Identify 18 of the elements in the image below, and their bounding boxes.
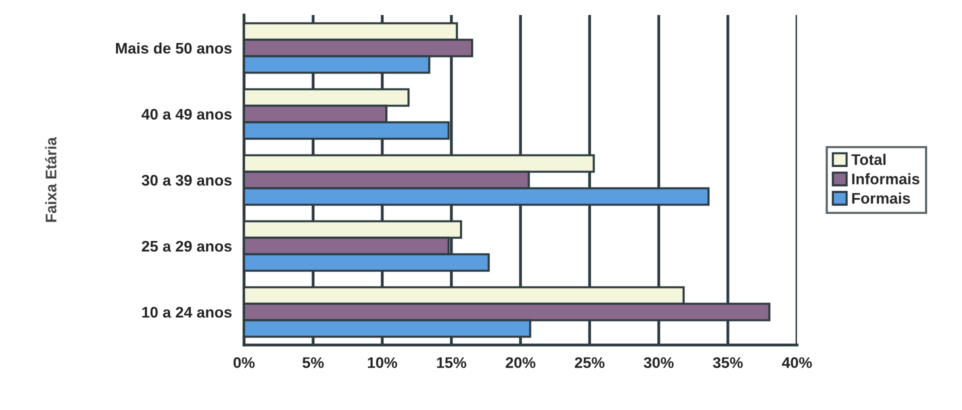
legend-label: Informais: [852, 173, 920, 184]
x-tick-label: 40%: [782, 357, 812, 368]
y-tick-label: Mais de 50 anos: [116, 42, 232, 54]
x-tick-label: 25%: [574, 357, 605, 368]
x-tick-label: 5%: [302, 357, 324, 368]
legend-label: Total: [851, 154, 886, 166]
y-tick-label: 10 a 24 anos: [142, 306, 232, 318]
y-tick-label: 40 a 49 anos: [142, 108, 232, 120]
x-tick-label: 10%: [368, 357, 398, 368]
x-tick-label: 15%: [437, 357, 466, 368]
x-tick-label: 30%: [644, 357, 674, 368]
x-tick-label: 20%: [506, 357, 536, 368]
legend-label: Formais: [852, 192, 910, 204]
y-axis-title: Faixa Etária: [45, 137, 56, 222]
x-tick-label: 0%: [234, 357, 255, 368]
y-tick-label: 25 a 29 anos: [142, 240, 232, 252]
x-tick-label: 35%: [712, 357, 743, 368]
y-tick-label: 30 a 39 anos: [142, 174, 232, 186]
